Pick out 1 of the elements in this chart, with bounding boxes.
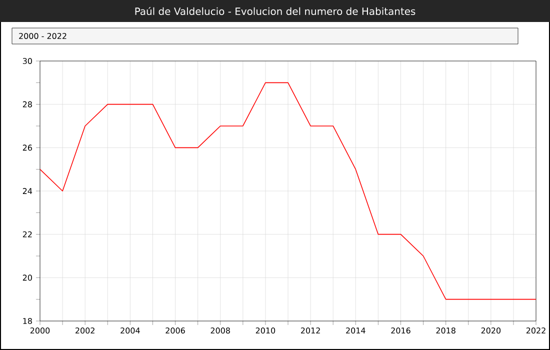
chart-title: Paúl de Valdelucio - Evolucion del numero de Habitantes <box>135 6 416 16</box>
